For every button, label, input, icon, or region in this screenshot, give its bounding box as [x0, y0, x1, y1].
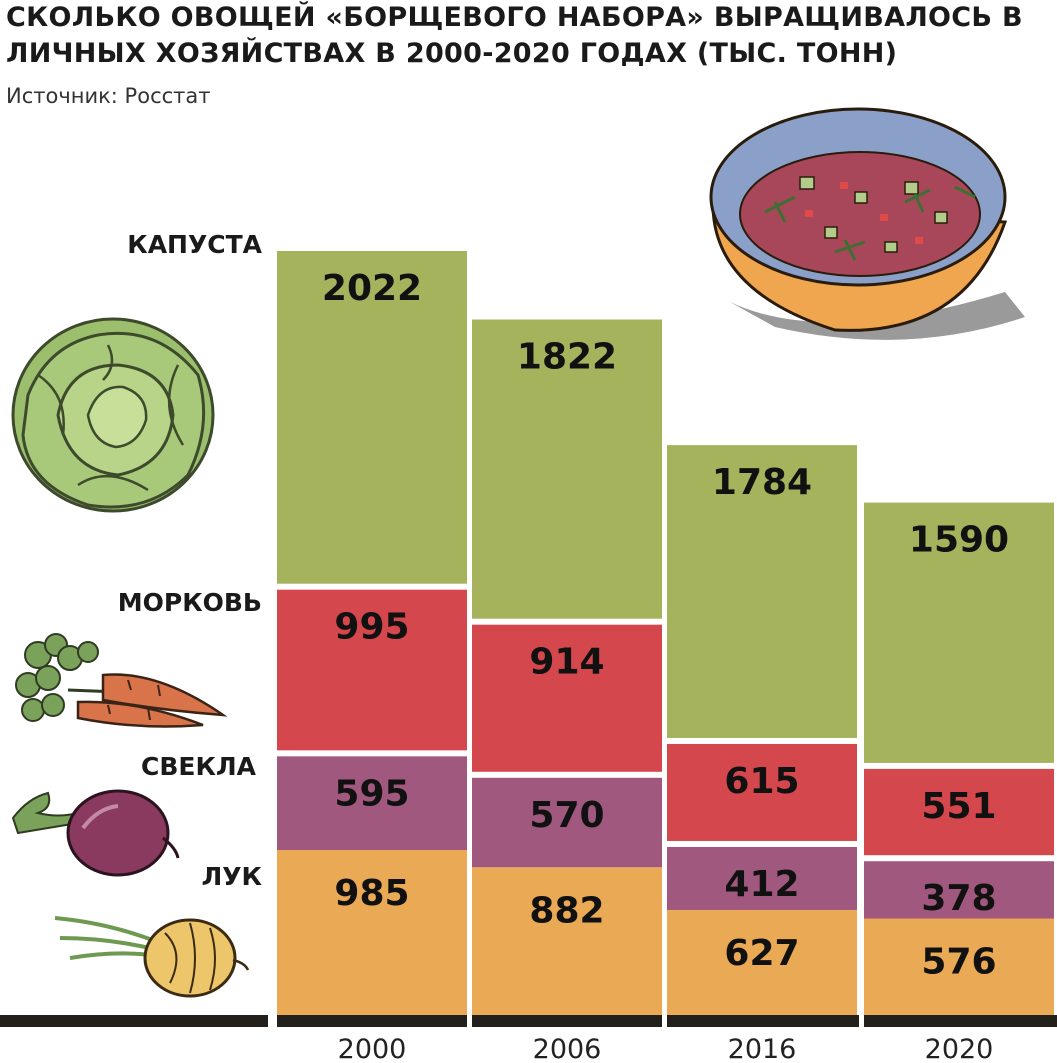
bar-segment: [864, 768, 1054, 856]
baseline-segment: [277, 1015, 467, 1027]
baseline-segment: [472, 1015, 662, 1027]
onion-icon: [54, 916, 250, 998]
source-note: Источник: Росстат: [6, 84, 211, 108]
bar-segment: [472, 319, 662, 619]
bar-segment: [472, 624, 662, 772]
data-label: 914: [529, 642, 604, 683]
category-label-carrot: МОРКОВЬ: [117, 588, 262, 617]
bar-segment: [864, 502, 1054, 763]
data-label: 576: [921, 942, 996, 983]
bar-segment: [277, 756, 467, 851]
data-label: 627: [724, 933, 799, 974]
data-label: 995: [334, 607, 409, 648]
data-label: 615: [724, 761, 799, 802]
borscht-bowl-icon: [709, 107, 1025, 340]
data-label: 1822: [517, 337, 617, 378]
bar-segment: [472, 867, 662, 1015]
data-label: 2022: [322, 268, 422, 309]
beet-icon: [11, 789, 180, 877]
bar-segment: [277, 589, 467, 751]
bar-segment: [864, 918, 1054, 1015]
data-label: 1784: [712, 462, 812, 503]
baseline-segment: [667, 1015, 859, 1027]
bar-segment: [667, 743, 857, 841]
baseline-segment: [864, 1015, 1057, 1027]
data-label: 551: [921, 786, 996, 827]
x-tick-label: 2016: [728, 1034, 797, 1063]
x-tick-label: 2020: [925, 1034, 994, 1063]
cabbage-icon: [11, 317, 215, 513]
bar-segment: [667, 909, 857, 1015]
carrot-icon: [15, 633, 228, 728]
bar-segment: [667, 445, 857, 738]
bar-segment: [277, 850, 467, 1015]
bar-segment: [667, 846, 857, 910]
category-label-cabbage: КАПУСТА: [127, 230, 262, 259]
x-tick-label: 2006: [533, 1034, 602, 1063]
data-label: 378: [921, 878, 996, 919]
baseline-segment: [0, 1015, 268, 1027]
bar-segment: [472, 777, 662, 868]
data-label: 595: [334, 773, 409, 814]
data-label: 412: [724, 864, 799, 905]
data-label: 882: [529, 890, 604, 931]
category-label-onion: ЛУК: [201, 862, 262, 891]
data-label: 1590: [909, 520, 1009, 561]
x-tick-label: 2000: [338, 1034, 407, 1063]
category-label-beet: СВЕКЛА: [140, 752, 256, 781]
data-label: 570: [529, 795, 604, 836]
bar-segment: [277, 251, 467, 584]
chart-title: СКОЛЬКО ОВОЩЕЙ «БОРЩЕВОГО НАБОРА» ВЫРАЩИ…: [6, 2, 1023, 69]
data-label: 985: [334, 873, 409, 914]
bar-segment: [864, 861, 1054, 919]
